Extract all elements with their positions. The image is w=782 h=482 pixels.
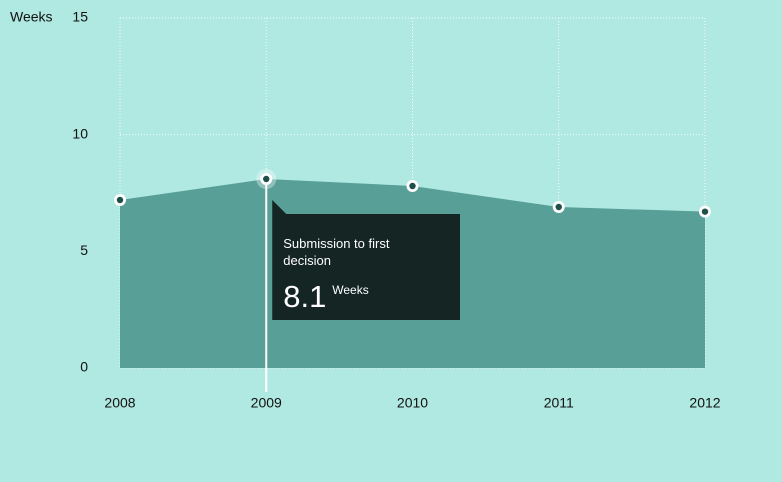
tooltip-title-line: Submission to first xyxy=(283,236,390,251)
x-tick-label: 2009 xyxy=(251,395,282,411)
tooltip-title: Submission to first decision xyxy=(283,236,390,268)
marker-center xyxy=(409,182,416,190)
tooltip-title-line: decision xyxy=(283,253,331,268)
x-tick-label: 2012 xyxy=(689,395,720,411)
marker-center xyxy=(263,175,270,183)
x-tick-label: 2011 xyxy=(544,395,574,411)
y-tick-label: 10 xyxy=(72,125,88,141)
marker-center xyxy=(555,203,562,211)
tooltip-value: 8.1 xyxy=(283,279,326,314)
x-tick-label: 2010 xyxy=(397,395,428,411)
marker-center xyxy=(701,208,709,215)
marker-center xyxy=(116,196,124,204)
tooltip-box xyxy=(272,200,460,320)
y-tick-label: 0 xyxy=(80,359,88,375)
y-tick-label: 15 xyxy=(72,9,88,25)
y-axis-label: Weeks xyxy=(10,9,53,25)
y-tick-label: 5 xyxy=(80,242,88,258)
x-tick-label: 2008 xyxy=(104,395,135,411)
tooltip-unit: Weeks xyxy=(332,283,368,297)
